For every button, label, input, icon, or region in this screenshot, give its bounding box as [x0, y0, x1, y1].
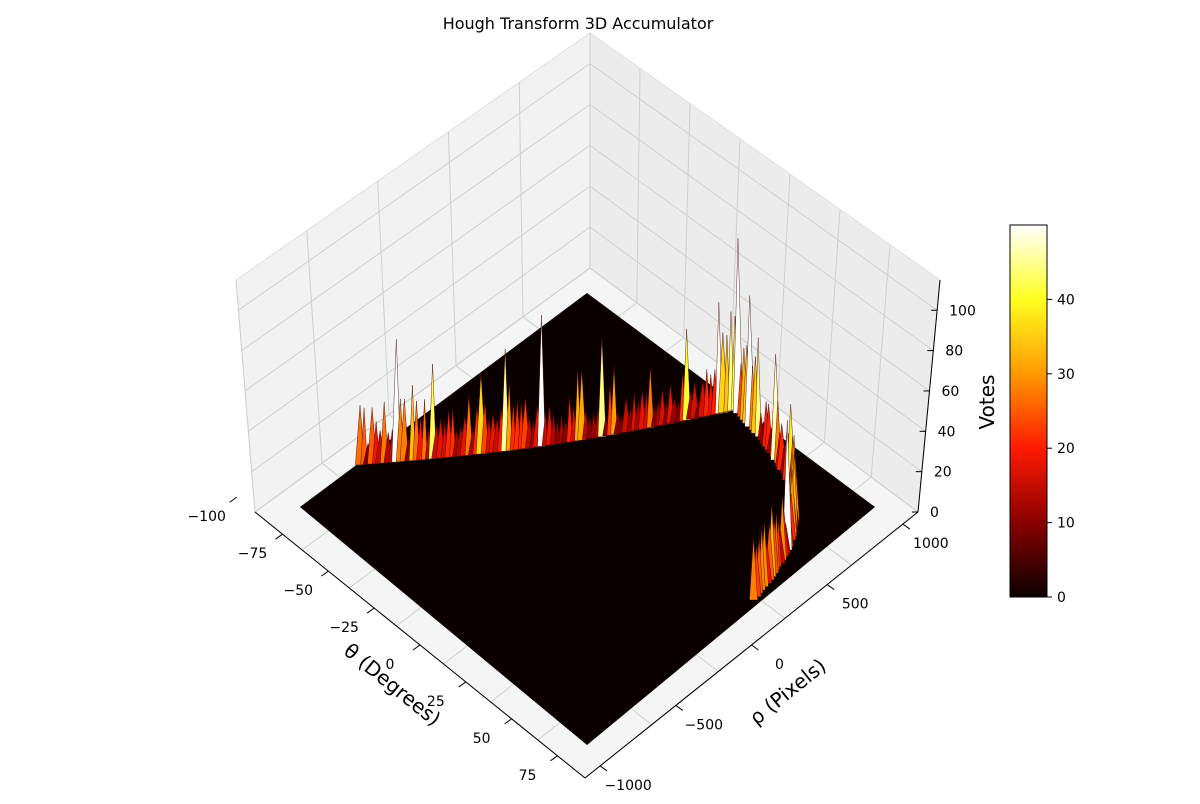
- grid-line: [823, 209, 841, 443]
- vote-spike: [610, 365, 618, 435]
- vote-spike: [399, 398, 409, 462]
- x-tick-label: −25: [329, 620, 359, 636]
- grid-line: [235, 279, 256, 513]
- grid-line: [306, 230, 323, 464]
- y-tick: [826, 584, 835, 590]
- z-tick-label: 80: [945, 344, 963, 360]
- chart-title: Hough Transform 3D Accumulator: [443, 14, 714, 33]
- vote-spike: [682, 328, 691, 421]
- grid-line: [251, 226, 923, 473]
- z-tick-label: 60: [941, 384, 959, 400]
- x-tick: [275, 533, 283, 540]
- grid-line: [254, 267, 919, 513]
- x-tick: [550, 755, 558, 762]
- y-tick-label: 500: [842, 597, 869, 613]
- y-axis-label: ρ (Pixels): [745, 653, 831, 729]
- z-tick-label: 20: [934, 465, 952, 481]
- vote-spike: [537, 315, 546, 447]
- colorbar-tick-label: 20: [1057, 441, 1075, 457]
- grid-line: [730, 138, 741, 373]
- grid-line: [683, 103, 691, 338]
- vote-spike: [646, 366, 655, 428]
- grid-line: [377, 181, 390, 415]
- y-tick-label: 1000: [913, 536, 949, 552]
- x-tick: [366, 607, 375, 614]
- grid-line: [238, 63, 938, 311]
- grid-line: [776, 174, 791, 408]
- y-tick: [675, 705, 684, 711]
- vote-spike: [749, 537, 758, 601]
- grid-line: [447, 131, 457, 366]
- x-tick: [321, 570, 329, 577]
- y-tick: [751, 644, 759, 651]
- vote-spikes: [355, 238, 800, 601]
- grid-line: [636, 68, 641, 303]
- grid-line: [244, 144, 930, 392]
- votes-axis-line: [917, 279, 941, 513]
- y-tick-label: −500: [685, 717, 723, 733]
- x-tick: [458, 681, 467, 688]
- colorbar-tick-label: 40: [1057, 292, 1075, 308]
- z-tick-label: 40: [938, 424, 956, 440]
- x-tick-label: −75: [238, 546, 268, 562]
- axis-ticks: −100 −75 −50 −25 0 25 50 75 −1000 −500 0 500 1000 0 20…: [187, 303, 975, 794]
- colorbar: 0 10 20 30 40: [1009, 224, 1075, 606]
- x-tick-label: 75: [519, 768, 537, 784]
- y-tick-label: −1000: [604, 778, 651, 794]
- z-axis-label: Votes: [975, 375, 999, 430]
- colorbar-tick-label: 10: [1057, 516, 1075, 532]
- grid-line: [870, 244, 891, 478]
- y-tick: [599, 765, 608, 772]
- vote-spike: [577, 369, 587, 441]
- x-tick-label: 25: [427, 694, 445, 710]
- x-tick: [504, 718, 512, 725]
- vote-spike: [421, 399, 428, 460]
- vote-spike: [597, 336, 607, 437]
- grid-line: [518, 82, 524, 317]
- x-tick-label: −50: [284, 583, 314, 599]
- colorbar-tick-label: 0: [1057, 590, 1066, 606]
- z-tick-label: 0: [930, 505, 939, 521]
- y-tick-label: 0: [775, 657, 784, 673]
- vote-spike: [505, 381, 513, 451]
- vote-spike: [360, 407, 368, 465]
- vote-spike: [566, 394, 573, 443]
- x-tick-label: 50: [473, 731, 491, 747]
- colorbar-gradient: [1009, 224, 1048, 598]
- x-tick-label: 0: [386, 657, 395, 673]
- colorbar-tick-label: 30: [1057, 367, 1075, 383]
- z-tick-label: 100: [949, 303, 976, 319]
- x-tick: [229, 496, 237, 503]
- x-tick-label: −100: [187, 509, 225, 525]
- colorbar-ticks: 0 10 20 30 40: [1047, 292, 1075, 606]
- grid-line: [248, 185, 926, 432]
- grid-line: [241, 103, 934, 352]
- y-tick: [902, 523, 911, 530]
- vote-spike: [428, 363, 437, 460]
- x-tick: [412, 644, 421, 651]
